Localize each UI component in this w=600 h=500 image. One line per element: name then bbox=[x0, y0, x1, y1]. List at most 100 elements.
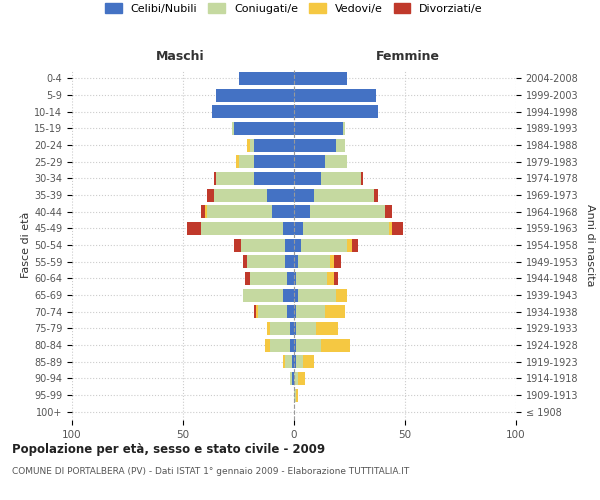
Bar bbox=[294, 138, 336, 151]
Bar bbox=[283, 288, 294, 302]
Bar bbox=[336, 138, 345, 151]
Bar bbox=[294, 322, 296, 335]
Bar bbox=[217, 172, 254, 185]
Text: Popolazione per età, sesso e stato civile - 2009: Popolazione per età, sesso e stato civil… bbox=[12, 442, 325, 456]
Bar bbox=[294, 305, 296, 318]
Bar bbox=[296, 355, 303, 368]
Bar bbox=[201, 205, 205, 218]
Bar bbox=[292, 355, 294, 368]
Bar bbox=[303, 222, 389, 235]
Bar bbox=[296, 338, 320, 351]
Bar bbox=[385, 205, 392, 218]
Bar bbox=[334, 272, 338, 285]
Bar bbox=[272, 205, 294, 218]
Bar bbox=[187, 222, 201, 235]
Y-axis label: Anni di nascita: Anni di nascita bbox=[585, 204, 595, 286]
Bar bbox=[325, 305, 345, 318]
Bar bbox=[254, 172, 294, 185]
Bar bbox=[294, 388, 296, 402]
Bar bbox=[316, 322, 338, 335]
Bar bbox=[290, 322, 294, 335]
Bar bbox=[214, 172, 217, 185]
Bar bbox=[285, 355, 292, 368]
Bar bbox=[301, 238, 347, 252]
Text: COMUNE DI PORTALBERA (PV) - Dati ISTAT 1° gennaio 2009 - Elaborazione TUTTITALIA: COMUNE DI PORTALBERA (PV) - Dati ISTAT 1… bbox=[12, 468, 409, 476]
Bar bbox=[294, 222, 303, 235]
Bar bbox=[205, 205, 208, 218]
Bar bbox=[217, 88, 294, 102]
Bar bbox=[296, 272, 328, 285]
Bar bbox=[268, 188, 294, 202]
Bar bbox=[243, 255, 247, 268]
Bar bbox=[392, 222, 403, 235]
Bar bbox=[298, 372, 305, 385]
Bar bbox=[294, 88, 376, 102]
Bar bbox=[325, 155, 347, 168]
Bar bbox=[208, 205, 272, 218]
Bar bbox=[294, 272, 296, 285]
Bar bbox=[294, 255, 298, 268]
Bar bbox=[285, 255, 294, 268]
Bar bbox=[294, 105, 379, 118]
Bar bbox=[329, 255, 334, 268]
Bar bbox=[290, 372, 292, 385]
Bar bbox=[294, 155, 325, 168]
Bar bbox=[269, 322, 290, 335]
Bar bbox=[294, 122, 343, 135]
Bar bbox=[239, 72, 294, 85]
Bar bbox=[292, 372, 294, 385]
Bar bbox=[343, 122, 345, 135]
Bar bbox=[294, 172, 320, 185]
Bar bbox=[268, 322, 269, 335]
Bar bbox=[247, 255, 285, 268]
Bar bbox=[247, 138, 250, 151]
Bar bbox=[269, 338, 290, 351]
Bar bbox=[290, 338, 294, 351]
Bar bbox=[234, 238, 241, 252]
Bar bbox=[294, 72, 347, 85]
Bar bbox=[254, 155, 294, 168]
Bar bbox=[214, 188, 268, 202]
Bar bbox=[212, 105, 294, 118]
Bar bbox=[303, 355, 314, 368]
Bar bbox=[320, 172, 361, 185]
Bar bbox=[250, 272, 287, 285]
Bar bbox=[201, 222, 283, 235]
Bar bbox=[298, 288, 336, 302]
Bar bbox=[256, 305, 259, 318]
Bar bbox=[287, 272, 294, 285]
Bar bbox=[236, 155, 239, 168]
Bar bbox=[294, 338, 296, 351]
Bar bbox=[294, 288, 298, 302]
Bar bbox=[374, 188, 379, 202]
Bar bbox=[296, 305, 325, 318]
Bar bbox=[294, 372, 298, 385]
Bar bbox=[259, 305, 287, 318]
Bar bbox=[328, 272, 334, 285]
Bar bbox=[294, 355, 296, 368]
Bar bbox=[265, 338, 269, 351]
Bar bbox=[234, 122, 294, 135]
Bar bbox=[294, 238, 301, 252]
Bar bbox=[296, 388, 298, 402]
Bar bbox=[239, 155, 254, 168]
Bar bbox=[352, 238, 358, 252]
Bar bbox=[361, 172, 363, 185]
Bar bbox=[314, 188, 374, 202]
Text: Maschi: Maschi bbox=[155, 50, 205, 62]
Bar bbox=[254, 305, 256, 318]
Bar bbox=[285, 238, 294, 252]
Y-axis label: Fasce di età: Fasce di età bbox=[21, 212, 31, 278]
Bar bbox=[283, 222, 294, 235]
Bar bbox=[336, 288, 347, 302]
Bar bbox=[250, 138, 254, 151]
Bar bbox=[245, 272, 250, 285]
Bar bbox=[298, 255, 329, 268]
Legend: Celibi/Nubili, Coniugati/e, Vedovi/e, Divorziati/e: Celibi/Nubili, Coniugati/e, Vedovi/e, Di… bbox=[101, 0, 487, 18]
Bar bbox=[232, 122, 234, 135]
Bar bbox=[294, 205, 310, 218]
Bar bbox=[283, 355, 285, 368]
Bar bbox=[347, 238, 352, 252]
Text: Femmine: Femmine bbox=[376, 50, 440, 62]
Bar bbox=[389, 222, 392, 235]
